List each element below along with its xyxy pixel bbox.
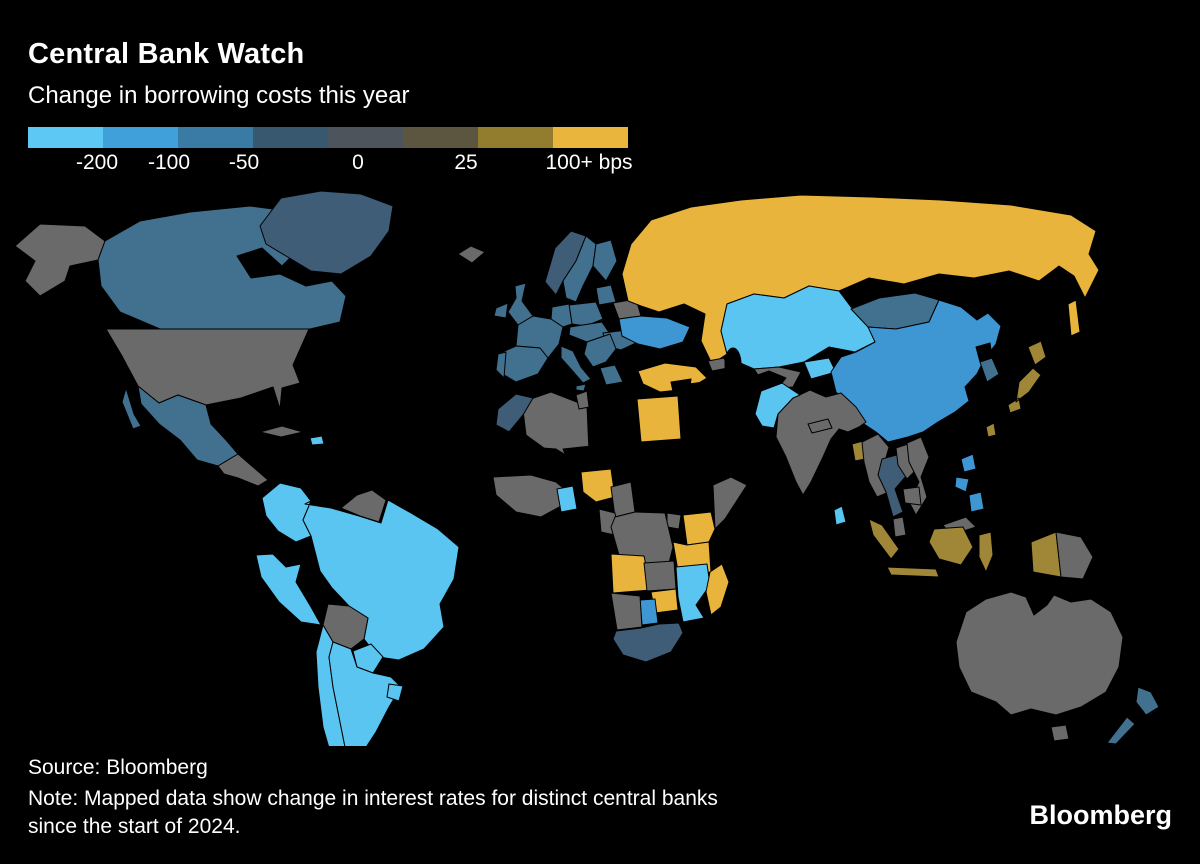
country-central-america [217, 453, 269, 487]
legend-segment [553, 127, 628, 148]
legend-color-bar [28, 127, 628, 148]
country-kenya [682, 511, 716, 546]
legend-segment [478, 127, 553, 148]
legend-labels: -200 -100 -50 0 25 100+ bps [28, 151, 633, 179]
country-greenland [259, 190, 394, 275]
country-kyrgyzstan [803, 357, 837, 380]
country-botswana [639, 598, 659, 626]
country-saudi-arabia [678, 408, 773, 476]
country-ukraine [618, 315, 691, 350]
legend-label: 0 [352, 151, 364, 174]
country-new-zealand-north [1135, 686, 1160, 716]
country-afghanistan [745, 370, 787, 401]
world-map [14, 190, 1160, 746]
country-indonesia-sulawesi [978, 531, 994, 573]
country-iraq [688, 380, 712, 410]
chart-title: Central Bank Watch [28, 38, 305, 70]
source-text: Source: Bloomberg [28, 756, 208, 779]
country-cameroon [610, 481, 636, 518]
country-papua-new-guinea [1055, 531, 1094, 580]
legend-label: -100 [147, 151, 191, 174]
note-text: Note: Mapped data show change in interes… [28, 787, 718, 838]
country-pakistan [754, 382, 801, 429]
country-mozambique [675, 563, 711, 623]
legend-label: -200 [75, 151, 119, 174]
country-south-korea [979, 357, 1000, 383]
country-greece [599, 364, 624, 386]
country-peru [255, 553, 322, 626]
country-dominican-republic [309, 435, 325, 446]
country-japan [1007, 340, 1047, 414]
country-zambia [643, 560, 677, 592]
country-iceland [457, 245, 486, 264]
legend-segment [103, 127, 178, 148]
country-indonesia-java [886, 566, 940, 578]
legend-label: 100+ bps [545, 151, 633, 174]
country-libya [586, 400, 640, 453]
country-western-sahara [488, 424, 510, 453]
country-indonesia-sumatra [868, 518, 900, 560]
country-madagascar [705, 563, 730, 616]
country-brazil [302, 499, 460, 661]
country-baltics [595, 284, 617, 306]
country-namibia [610, 592, 643, 631]
country-italy [560, 345, 592, 392]
country-indonesia-borneo [928, 526, 974, 566]
country-uganda [666, 512, 682, 530]
legend-segment [253, 127, 328, 148]
country-nepal [807, 418, 833, 434]
country-cuba [259, 425, 304, 438]
country-somalia [712, 476, 748, 530]
country-finland [592, 239, 618, 282]
country-sakhalin [1067, 299, 1081, 337]
country-usa [105, 328, 310, 410]
country-nigeria [580, 468, 616, 503]
country-taiwan [985, 422, 997, 438]
country-portugal [495, 351, 507, 379]
chart-subtitle: Change in borrowing costs this year [28, 82, 410, 109]
legend-segment [178, 127, 253, 148]
country-ireland [493, 302, 509, 319]
country-india [775, 389, 867, 496]
country-egypt [636, 395, 682, 443]
bloomberg-logo: Bloomberg [1029, 800, 1172, 830]
country-tunisia [575, 390, 590, 410]
country-sri-lanka [833, 505, 847, 526]
legend-label: -50 [228, 151, 260, 174]
country-alaska [14, 223, 106, 297]
country-australia [955, 591, 1124, 716]
country-germany [550, 303, 573, 328]
country-balkans [583, 333, 617, 368]
country-uruguay [386, 683, 404, 702]
legend-label: 25 [454, 151, 478, 174]
country-new-zealand-south [1106, 716, 1136, 745]
legend-segment [28, 127, 103, 148]
country-argentina [328, 641, 402, 746]
country-philippines [954, 453, 985, 513]
country-cambodia [902, 486, 922, 506]
legend-segment [328, 127, 403, 148]
legend-segment [403, 127, 478, 148]
country-ecuador [249, 532, 280, 556]
country-syria [670, 378, 692, 397]
country-south-africa [612, 622, 684, 663]
country-tasmania [1050, 724, 1070, 742]
country-ghana [556, 485, 578, 513]
